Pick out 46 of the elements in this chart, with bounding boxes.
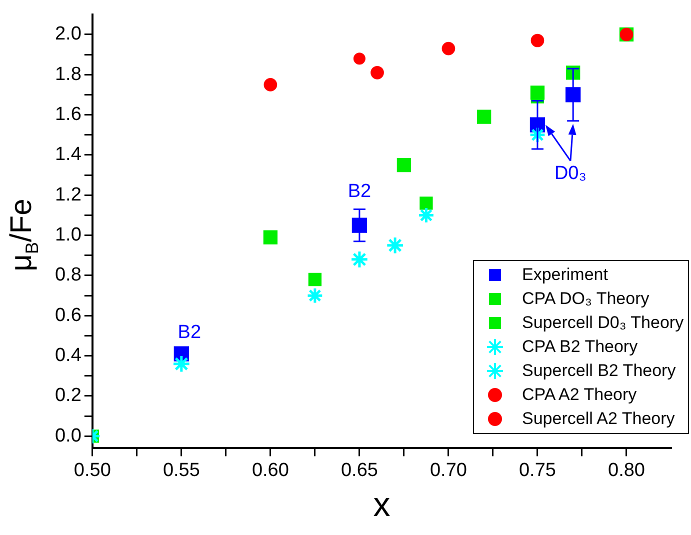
point — [264, 78, 278, 92]
x-tick-label: 0.80 — [608, 460, 645, 481]
y-tick-label: 0.4 — [54, 345, 82, 366]
y-tick-label: 0.2 — [54, 385, 82, 406]
legend-label: Supercell B2 Theory — [522, 361, 676, 382]
x-tick-label: 0.75 — [518, 460, 556, 481]
legend-label: CPA DO₃ Theory — [522, 289, 650, 310]
point — [420, 196, 433, 210]
point — [396, 158, 412, 172]
point — [370, 66, 384, 80]
y-tick-label: 1.8 — [54, 64, 82, 85]
x-tick-label: 0.60 — [252, 460, 289, 481]
point — [350, 250, 369, 269]
point — [442, 42, 456, 56]
y-tick-label: 1.2 — [54, 184, 82, 206]
legend-label: CPA A2 Theory — [522, 385, 637, 406]
x-tick-label: 0.70 — [430, 460, 467, 481]
legend-label: Supercell A2 Theory — [522, 409, 675, 430]
y-tick-label: 0.8 — [54, 264, 82, 286]
legend-label: Supercell D0₃ Theory — [522, 313, 684, 334]
point — [530, 34, 544, 48]
point — [566, 87, 581, 102]
y-tick-label: 0.0 — [54, 425, 82, 446]
point — [352, 218, 368, 233]
point — [172, 354, 191, 373]
annotation: B2 — [178, 322, 202, 344]
y-tick-label: 1.6 — [54, 104, 82, 126]
legend-label: Experiment — [522, 265, 608, 286]
annotation: D0₃ — [554, 162, 586, 185]
x-axis-title: x — [373, 486, 390, 525]
point — [386, 236, 404, 255]
annotation: B2 — [348, 181, 372, 204]
point — [263, 230, 278, 244]
y-tick-label: 1.0 — [54, 224, 82, 246]
point — [418, 206, 435, 224]
legend-label: CPA B2 Theory — [522, 337, 638, 358]
point — [353, 52, 366, 65]
x-tick-label: 0.65 — [340, 460, 378, 481]
point — [306, 287, 324, 304]
y-tick-label: 0.6 — [54, 304, 82, 326]
point — [308, 272, 322, 286]
y-tick-label: 1.4 — [54, 144, 82, 166]
point — [476, 110, 492, 124]
x-tick-label: 0.55 — [162, 460, 200, 481]
x-tick-label: 0.50 — [74, 460, 111, 481]
y-tick-label: 2.0 — [54, 24, 82, 45]
